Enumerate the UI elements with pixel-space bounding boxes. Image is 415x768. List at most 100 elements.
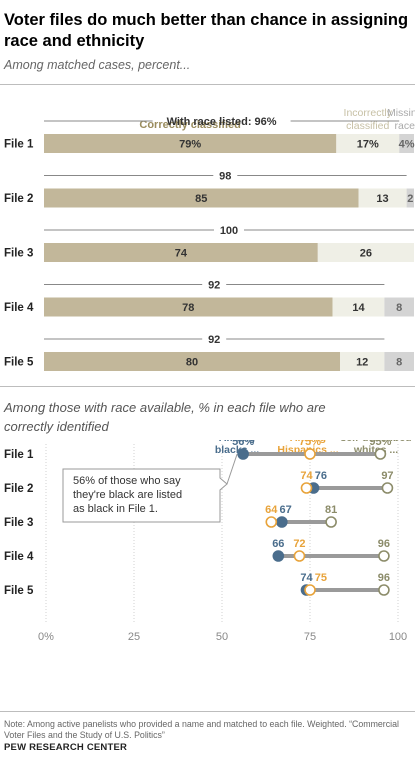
bottom-separator — [0, 711, 415, 712]
x-tick-label: 50 — [216, 631, 228, 643]
source-label: PEW RESEARCH CENTER — [4, 742, 128, 753]
bar-segment — [44, 188, 359, 208]
dot-value-label: 72 — [293, 538, 305, 550]
x-tick-label: 75 — [304, 631, 316, 643]
bar-segment — [332, 297, 385, 317]
bar-value-label: 78 — [182, 302, 194, 314]
bar-segment — [44, 243, 318, 262]
row-label: File 3 — [4, 248, 33, 260]
x-tick-label: 0% — [38, 631, 54, 643]
bar-value-label: 4% — [399, 139, 415, 151]
bar-value-label: 79% — [179, 139, 201, 151]
bar-segment — [44, 134, 337, 153]
series-header: Among — [219, 440, 255, 444]
footnote: Note: Among active panelists who provide… — [4, 719, 399, 740]
row-label: File 2 — [4, 483, 33, 495]
annotation-text: as black in File 1. — [73, 503, 158, 515]
bar-segment — [406, 188, 414, 208]
data-dot — [381, 482, 394, 494]
data-dot — [276, 516, 288, 528]
legend-missing-header: race — [395, 120, 415, 132]
race-listed-label: 92 — [208, 334, 220, 346]
dot-value-label: 74 — [300, 470, 313, 482]
chart-title: Voter files do much better than chance i… — [4, 11, 409, 50]
series-header: Among — [290, 440, 326, 444]
data-dot — [237, 448, 249, 460]
annotation-text: 56% of those who say — [73, 475, 181, 487]
dot-value-label: 75 — [315, 572, 327, 584]
bar-value-label: 12 — [356, 357, 368, 369]
row-label: File 1 — [4, 449, 34, 461]
bar-value-label: 8 — [396, 357, 402, 369]
annotation-callout: 56% of those who say they're black are li… — [62, 468, 228, 523]
bar-value-label: 14 — [352, 302, 365, 314]
bar-value-label: 74 — [175, 248, 188, 260]
data-dot — [374, 448, 387, 460]
x-tick-label: 25 — [128, 631, 140, 643]
dot-value-label: 81 — [325, 504, 337, 516]
row-label: File 4 — [4, 302, 34, 314]
data-dot — [293, 550, 306, 562]
bar-value-label: 13 — [376, 193, 388, 205]
row-label: File 5 — [4, 357, 34, 369]
dot-value-label: 96 — [378, 538, 390, 550]
bar-segment — [44, 352, 340, 371]
dot-value-label: 56% — [232, 440, 254, 448]
data-dot — [304, 584, 316, 596]
chart-subtitle: Among matched cases, percent... — [4, 58, 191, 72]
bar-value-label: 26 — [360, 248, 372, 260]
data-dot — [304, 448, 316, 460]
dot-value-label: 74 — [300, 572, 313, 584]
row-label: File 1 — [4, 139, 34, 151]
race-listed-label: 100 — [220, 225, 238, 237]
legend-missing-header: Missing — [387, 107, 415, 119]
race-listed-label: 92 — [208, 280, 220, 292]
bar-segment — [317, 243, 414, 262]
dot-value-label: 67 — [280, 504, 292, 516]
race-listed-label: With race listed: 96% — [167, 116, 277, 128]
data-dot — [378, 550, 390, 562]
dot-plot-chart: 0%255075100Amongblacks ...AmongHispanics… — [4, 440, 412, 643]
dot-value-label: 66 — [272, 538, 284, 550]
legend-correct-header: Correctly classified — [139, 119, 241, 131]
data-dot — [300, 482, 313, 494]
row-label: File 3 — [4, 517, 33, 529]
dot-value-label: 64 — [265, 504, 278, 516]
bar-value-label: 85 — [195, 193, 207, 205]
bar-segment — [44, 297, 333, 317]
legend-incorrect-header: Incorrectly — [344, 107, 393, 119]
annotation-text: they're black are listed — [73, 489, 182, 501]
dot-value-label: 75% — [299, 440, 321, 448]
data-dot — [265, 516, 278, 528]
x-tick-label: 100 — [389, 631, 407, 643]
bar-value-label: 2 — [407, 193, 413, 205]
row-label: File 2 — [4, 193, 33, 205]
stacked-bar-chart: Correctly classified Incorrectlyclassifie… — [4, 107, 415, 371]
legend-incorrect-header: classified — [346, 120, 389, 132]
data-dot — [272, 550, 285, 562]
bar-segment — [336, 134, 400, 153]
bar-segment — [384, 297, 414, 317]
bar-segment — [384, 352, 414, 371]
annotation-box — [62, 468, 228, 523]
bar-value-label: 80 — [186, 357, 198, 369]
bar-value-label: 17% — [357, 139, 379, 151]
dot-value-label: 97 — [381, 470, 393, 482]
data-dot — [378, 584, 390, 596]
bar-segment — [340, 352, 385, 371]
bar-segment — [399, 134, 414, 153]
row-label: File 4 — [4, 551, 34, 563]
dot-value-label: 76 — [315, 470, 327, 482]
series-header: self-described — [340, 440, 411, 444]
middle-separator — [0, 386, 415, 387]
dot-chart-title: Among those with race available, % in ea… — [4, 400, 326, 434]
top-separator — [0, 84, 415, 85]
race-listed-label: 98 — [219, 171, 231, 183]
dot-value-label: 95% — [369, 440, 391, 448]
annotation-leader — [226, 453, 238, 485]
data-dot — [325, 516, 337, 528]
bar-value-label: 8 — [396, 302, 402, 314]
bar-segment — [358, 188, 407, 208]
dot-value-label: 96 — [378, 572, 390, 584]
row-label: File 5 — [4, 585, 34, 597]
